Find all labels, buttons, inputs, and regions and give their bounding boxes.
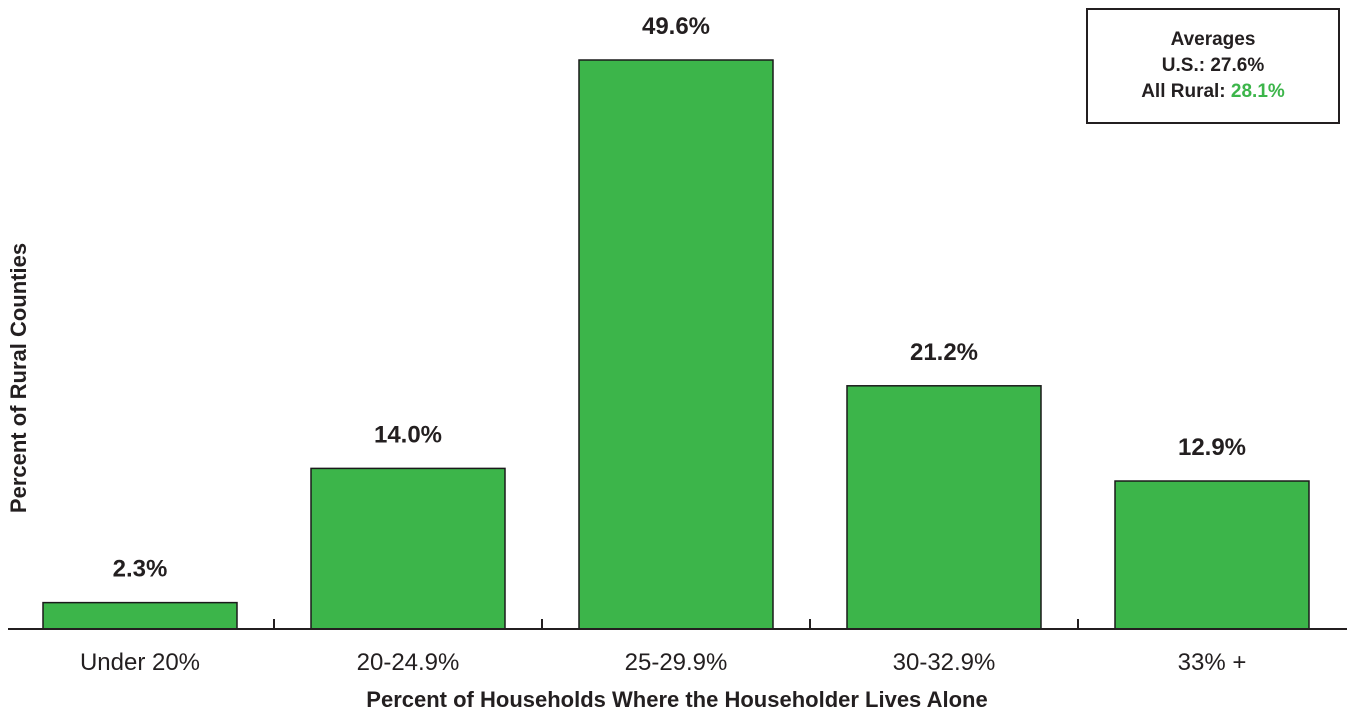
value-labels-group: 2.3% 14.0% 49.6% 21.2% 12.9%: [113, 13, 1246, 583]
bars-group: [42, 59, 1310, 630]
x-tick-label-3: 30-32.9%: [893, 649, 996, 676]
x-tick-label-4: 33% +: [1178, 649, 1247, 676]
bar-4: [1114, 480, 1310, 630]
value-label-3: 21.2%: [910, 339, 978, 366]
bar-2: [578, 59, 774, 630]
value-label-2: 49.6%: [642, 13, 710, 40]
us-average: U.S.: 27.6%: [1161, 55, 1265, 76]
x-tick-labels-group: Under 20% 20-24.9% 25-29.9% 30-32.9% 33% +: [80, 649, 1246, 676]
x-axis-title: Percent of Households Where the Househol…: [366, 687, 987, 712]
x-tick-label-0: Under 20%: [80, 649, 200, 676]
bar-0: [42, 601, 238, 630]
x-axis-ticks: [273, 619, 1079, 629]
bar-3: [846, 385, 1042, 630]
x-tick-label-1: 20-24.9%: [357, 649, 460, 676]
rural-average: All Rural: 28.1%: [1141, 79, 1285, 105]
averages-title: Averages: [1170, 29, 1256, 50]
averages-box: Averages U.S.: 27.6% All Rural: 28.1%: [1086, 8, 1340, 124]
value-label-4: 12.9%: [1178, 434, 1246, 461]
rural-average-label: All Rural:: [1141, 81, 1226, 102]
value-label-0: 2.3%: [113, 556, 168, 583]
rural-average-value: 28.1%: [1230, 81, 1285, 102]
y-axis-title: Percent of Rural Counties: [6, 243, 31, 513]
x-tick-label-2: 25-29.9%: [625, 649, 728, 676]
value-label-1: 14.0%: [374, 421, 442, 448]
bar-1: [310, 467, 506, 630]
